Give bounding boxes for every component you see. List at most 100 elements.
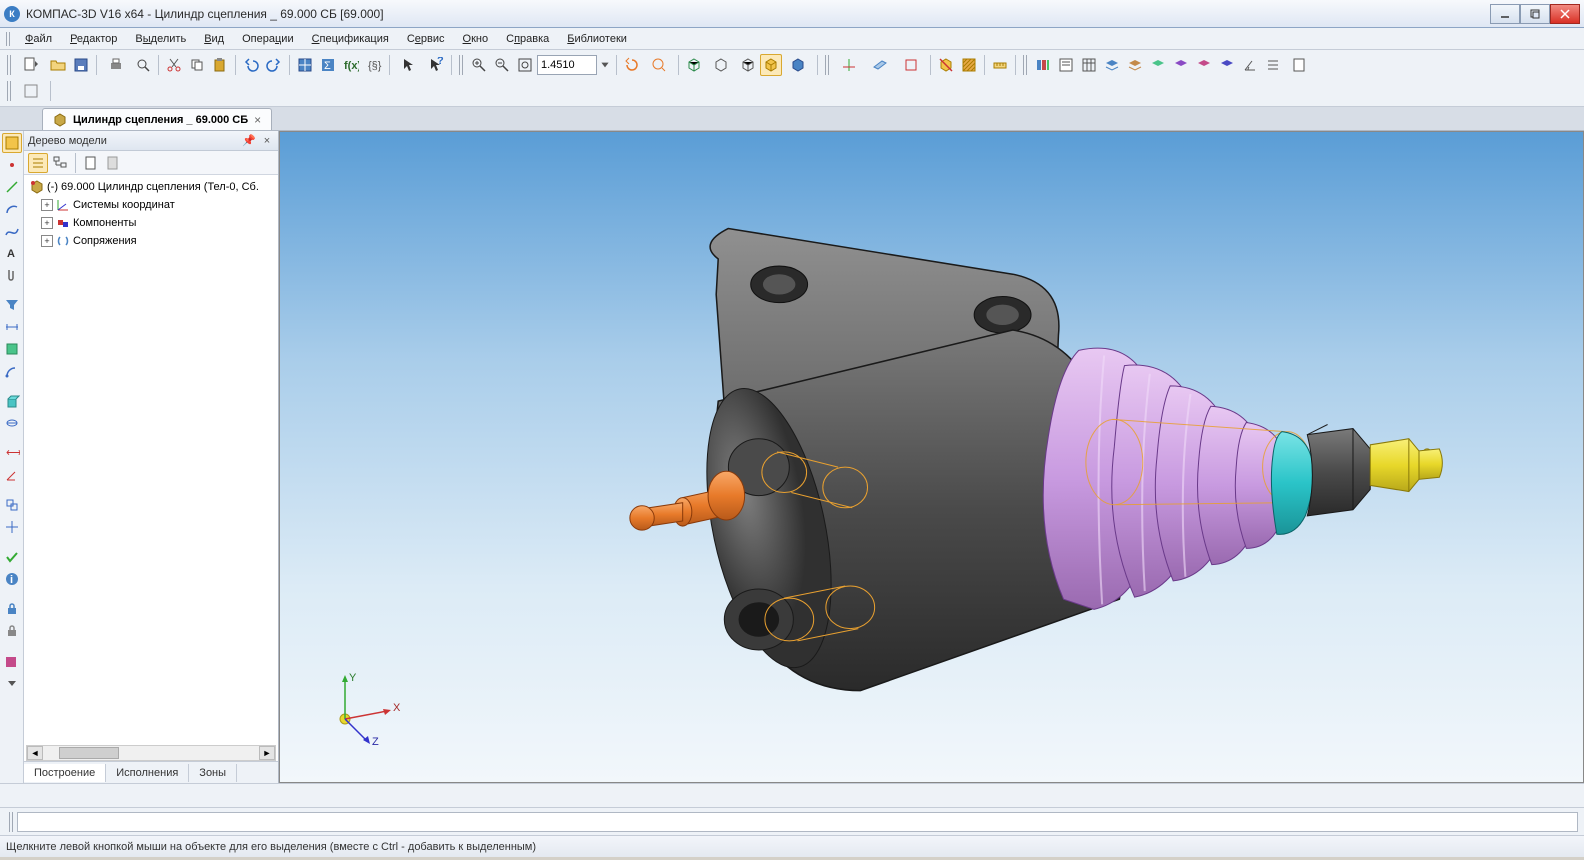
toolbar-grip-3[interactable] xyxy=(825,55,830,75)
tree-struct-icon[interactable] xyxy=(50,153,70,173)
tree-close-button[interactable]: × xyxy=(260,134,274,148)
list-button[interactable] xyxy=(1262,54,1284,76)
menu-window[interactable]: Окно xyxy=(455,30,497,48)
save-button[interactable] xyxy=(70,54,92,76)
menu-service[interactable]: Сервис xyxy=(399,30,453,48)
zoom-fit-button[interactable] xyxy=(514,54,536,76)
expander-icon[interactable]: + xyxy=(41,199,53,211)
spec-button[interactable] xyxy=(1055,54,1077,76)
scroll-left-button[interactable]: ◄ xyxy=(27,746,43,760)
hatch-button[interactable] xyxy=(958,54,980,76)
pin-icon[interactable]: 📌 xyxy=(242,134,256,148)
list-drop-button[interactable] xyxy=(1285,54,1315,76)
tab-close-button[interactable]: × xyxy=(254,113,261,127)
copy-tool-icon[interactable] xyxy=(2,495,22,515)
lock-icon[interactable] xyxy=(2,599,22,619)
measure-button[interactable] xyxy=(989,54,1011,76)
dimension-icon[interactable] xyxy=(2,317,22,337)
rotate-button[interactable] xyxy=(621,54,643,76)
menu-help[interactable]: Справка xyxy=(498,30,557,48)
cut-button[interactable] xyxy=(163,54,185,76)
plane-button[interactable] xyxy=(865,54,895,76)
tree-node-coords[interactable]: + Системы координат xyxy=(26,196,276,214)
revolve-icon[interactable] xyxy=(2,413,22,433)
expander-icon[interactable]: + xyxy=(41,235,53,247)
iso-view-button[interactable] xyxy=(683,54,705,76)
zoom-in-button[interactable] xyxy=(468,54,490,76)
section-button[interactable] xyxy=(935,54,957,76)
scroll-right-button[interactable]: ► xyxy=(259,746,275,760)
layer1-button[interactable] xyxy=(1101,54,1123,76)
input-grip[interactable] xyxy=(9,812,14,832)
tree-view-icon[interactable] xyxy=(28,153,48,173)
redo-button[interactable] xyxy=(263,54,285,76)
zoom-dropdown[interactable] xyxy=(598,54,612,76)
angle-button[interactable] xyxy=(1239,54,1261,76)
bom-button[interactable]: Σ xyxy=(317,54,339,76)
view-drop-button[interactable] xyxy=(706,54,736,76)
menu-libraries[interactable]: Библиотеки xyxy=(559,30,635,48)
fx-button[interactable]: f(x) xyxy=(340,54,362,76)
tree-node-components[interactable]: + Компоненты xyxy=(26,214,276,232)
line-icon[interactable] xyxy=(2,177,22,197)
rotate-drop-button[interactable] xyxy=(644,54,674,76)
paste-button[interactable] xyxy=(209,54,231,76)
export-icon[interactable] xyxy=(2,651,22,671)
arc-tool-icon[interactable] xyxy=(2,361,22,381)
minimize-button[interactable] xyxy=(1490,4,1520,24)
scroll-thumb[interactable] xyxy=(59,747,119,759)
menu-file[interactable]: Файл xyxy=(17,30,60,48)
lock2-icon[interactable] xyxy=(2,621,22,641)
axis-button[interactable] xyxy=(834,54,864,76)
info-icon[interactable]: i xyxy=(2,569,22,589)
undo-button[interactable] xyxy=(240,54,262,76)
sec-btn[interactable] xyxy=(16,80,46,102)
shade-drop-button[interactable] xyxy=(783,54,813,76)
tree-tab-zones[interactable]: Зоны xyxy=(189,764,237,782)
arrow-select-button[interactable] xyxy=(394,54,424,76)
expander-icon[interactable]: + xyxy=(41,217,53,229)
layer4-button[interactable] xyxy=(1170,54,1192,76)
spline-icon[interactable] xyxy=(2,221,22,241)
tree-doc-icon[interactable] xyxy=(81,153,101,173)
text-icon[interactable]: A xyxy=(2,243,22,263)
angle-tool-icon[interactable] xyxy=(2,465,22,485)
document-tab[interactable]: Цилиндр сцепления _ 69.000 СБ × xyxy=(42,108,272,130)
menu-grip[interactable] xyxy=(6,32,11,46)
toolbar-grip-2[interactable] xyxy=(459,55,464,75)
toolbar-grip-4[interactable] xyxy=(1023,55,1028,75)
constraint-icon[interactable] xyxy=(2,339,22,359)
menu-spec[interactable]: Спецификация xyxy=(304,30,397,48)
grid-button[interactable] xyxy=(1078,54,1100,76)
toolbar-grip-5[interactable] xyxy=(7,81,12,101)
point-icon[interactable] xyxy=(2,155,22,175)
tree-node-mates[interactable]: + Сопряжения xyxy=(26,232,276,250)
lib-button[interactable] xyxy=(1032,54,1054,76)
toolbar-grip[interactable] xyxy=(7,55,12,75)
tree-refresh-icon[interactable] xyxy=(103,153,123,173)
clip-icon[interactable] xyxy=(2,265,22,285)
dim-tool-icon[interactable]: ⟷ xyxy=(2,443,22,463)
sketch-button[interactable] xyxy=(896,54,926,76)
menu-view[interactable]: Вид xyxy=(196,30,232,48)
geometry-icon[interactable] xyxy=(2,133,22,153)
filter-icon[interactable] xyxy=(2,295,22,315)
menu-editor[interactable]: Редактор xyxy=(62,30,125,48)
menu-operations[interactable]: Операции xyxy=(234,30,301,48)
tree-hscrollbar[interactable]: ◄ ► xyxy=(26,745,276,761)
zoom-out-button[interactable] xyxy=(491,54,513,76)
print-button[interactable] xyxy=(101,54,131,76)
command-input[interactable] xyxy=(17,812,1578,832)
arc-icon[interactable] xyxy=(2,199,22,219)
shaded-button[interactable] xyxy=(760,54,782,76)
extrude-icon[interactable] xyxy=(2,391,22,411)
layer2-button[interactable] xyxy=(1124,54,1146,76)
menu-select[interactable]: Выделить xyxy=(127,30,194,48)
tree-root-node[interactable]: (-) 69.000 Цилиндр сцепления (Тел-0, Сб. xyxy=(26,178,276,196)
table-button[interactable] xyxy=(294,54,316,76)
preview-button[interactable] xyxy=(132,54,154,76)
down-icon[interactable] xyxy=(2,673,22,693)
tree-tab-variants[interactable]: Исполнения xyxy=(106,764,189,782)
zoom-value-input[interactable] xyxy=(537,55,597,75)
layer6-button[interactable] xyxy=(1216,54,1238,76)
